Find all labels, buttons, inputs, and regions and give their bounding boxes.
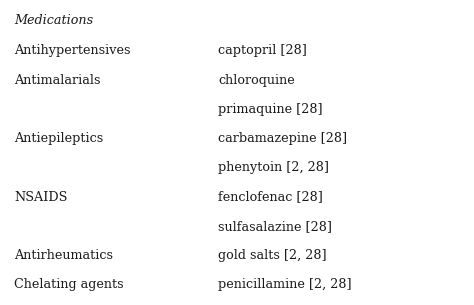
Text: Antiepileptics: Antiepileptics — [14, 132, 103, 145]
Text: phenytoin [2, 28]: phenytoin [2, 28] — [218, 161, 329, 174]
Text: gold salts [2, 28]: gold salts [2, 28] — [218, 249, 327, 262]
Text: chloroquine: chloroquine — [218, 74, 295, 87]
Text: captopril [28]: captopril [28] — [218, 44, 307, 57]
Text: Chelating agents: Chelating agents — [14, 278, 124, 292]
Text: penicillamine [2, 28]: penicillamine [2, 28] — [218, 278, 352, 292]
Text: NSAIDS: NSAIDS — [14, 191, 68, 204]
Text: sulfasalazine [28]: sulfasalazine [28] — [218, 220, 332, 233]
Text: Medications: Medications — [14, 14, 93, 27]
Text: Antirheumatics: Antirheumatics — [14, 249, 113, 262]
Text: carbamazepine [28]: carbamazepine [28] — [218, 132, 347, 145]
Text: primaquine [28]: primaquine [28] — [218, 103, 323, 116]
Text: Antihypertensives: Antihypertensives — [14, 44, 131, 57]
Text: fenclofenac [28]: fenclofenac [28] — [218, 191, 323, 204]
Text: Antimalarials: Antimalarials — [14, 74, 100, 87]
